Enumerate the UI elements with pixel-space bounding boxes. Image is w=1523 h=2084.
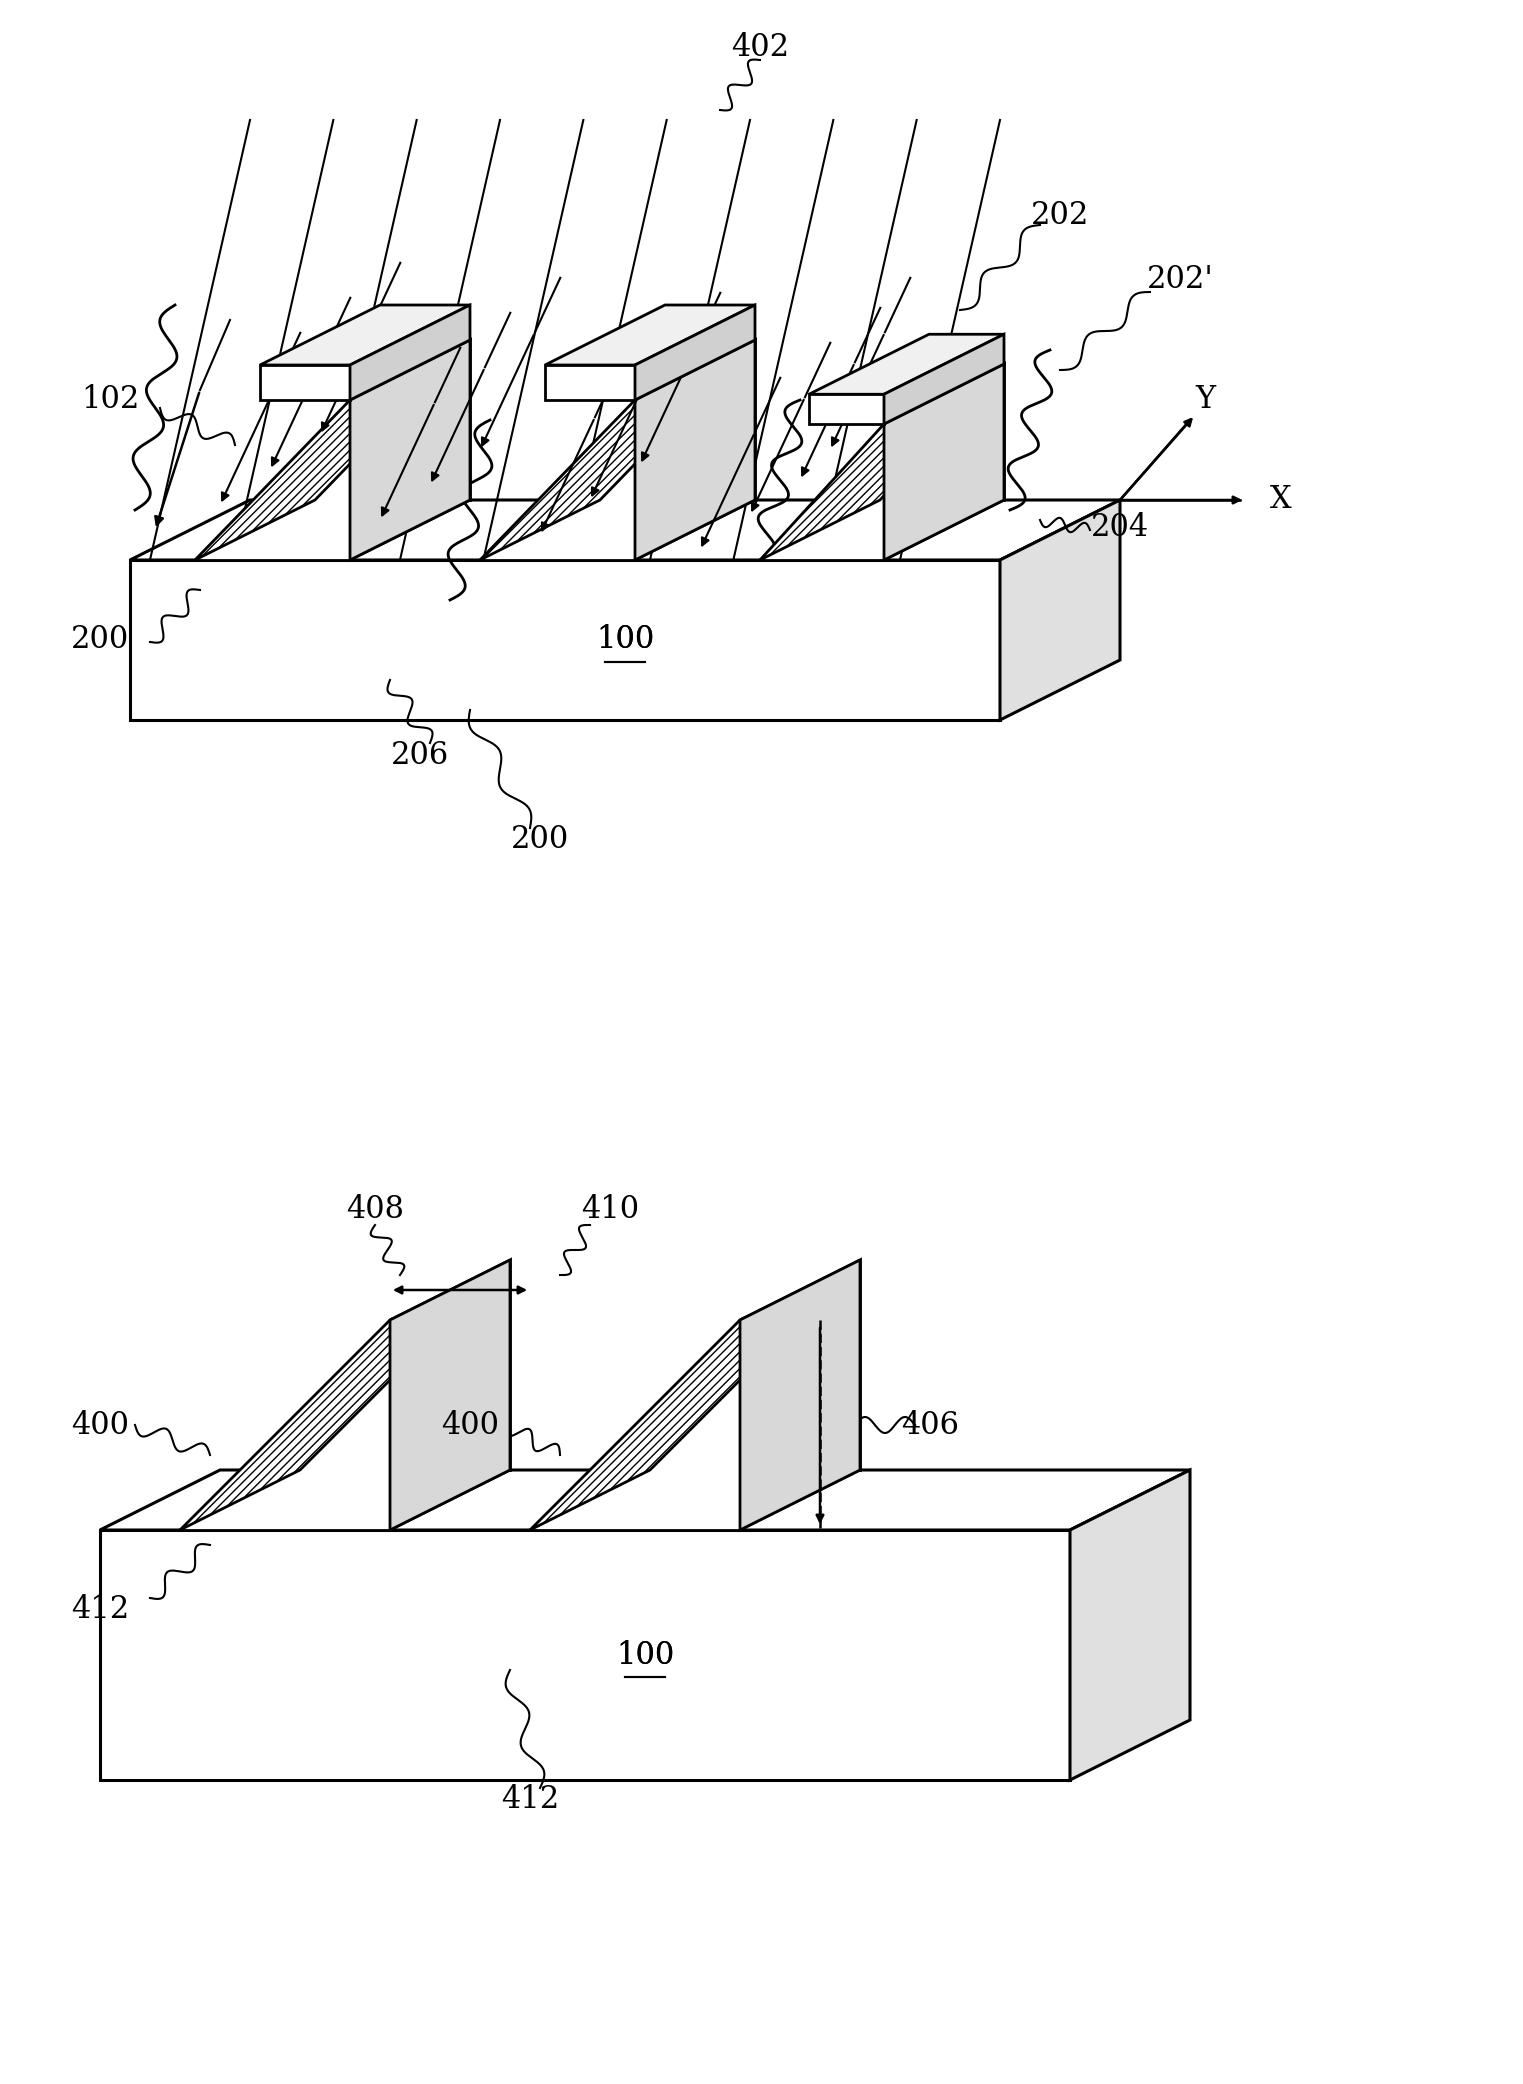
Polygon shape: [180, 1469, 510, 1530]
Text: 408: 408: [346, 1194, 404, 1225]
Text: 412: 412: [501, 1784, 559, 1815]
Polygon shape: [129, 561, 1001, 719]
Polygon shape: [315, 340, 471, 500]
Polygon shape: [545, 365, 635, 400]
Polygon shape: [740, 1261, 860, 1530]
Polygon shape: [883, 333, 1004, 423]
Polygon shape: [1001, 500, 1119, 719]
Polygon shape: [883, 365, 1004, 561]
Polygon shape: [350, 304, 471, 400]
Polygon shape: [260, 304, 471, 365]
Text: 202: 202: [1031, 200, 1089, 231]
Polygon shape: [530, 1261, 860, 1530]
Polygon shape: [101, 1530, 1071, 1780]
Polygon shape: [809, 394, 883, 423]
Polygon shape: [635, 340, 755, 561]
Text: 100: 100: [615, 1640, 675, 1671]
Polygon shape: [545, 304, 755, 365]
Polygon shape: [480, 500, 755, 561]
Polygon shape: [260, 365, 350, 400]
Polygon shape: [129, 500, 1119, 561]
Polygon shape: [809, 333, 1004, 394]
Text: 100: 100: [595, 625, 653, 656]
Polygon shape: [180, 1261, 510, 1530]
Polygon shape: [880, 365, 1004, 500]
Polygon shape: [390, 1261, 510, 1530]
Text: 200: 200: [510, 825, 570, 857]
Text: X: X: [1270, 483, 1292, 515]
Polygon shape: [480, 340, 755, 561]
Polygon shape: [600, 340, 755, 500]
Polygon shape: [180, 1319, 390, 1530]
Text: 406: 406: [902, 1409, 959, 1440]
Text: 200: 200: [72, 625, 129, 656]
Polygon shape: [530, 1319, 740, 1530]
Polygon shape: [101, 1469, 1189, 1530]
Text: 400: 400: [72, 1409, 129, 1440]
Polygon shape: [195, 500, 471, 561]
Polygon shape: [635, 304, 755, 400]
Text: 102: 102: [81, 386, 139, 415]
Text: 402: 402: [731, 33, 789, 63]
Polygon shape: [530, 1469, 860, 1530]
Polygon shape: [480, 400, 635, 561]
Text: 412: 412: [72, 1594, 129, 1626]
Polygon shape: [650, 1261, 860, 1469]
Polygon shape: [195, 400, 350, 561]
Polygon shape: [195, 340, 471, 561]
Text: 206: 206: [391, 740, 449, 771]
Polygon shape: [760, 500, 1004, 561]
Polygon shape: [300, 1261, 510, 1469]
Polygon shape: [760, 423, 883, 561]
Polygon shape: [1071, 1469, 1189, 1780]
Polygon shape: [350, 340, 471, 561]
Text: Y: Y: [1196, 386, 1215, 415]
Text: 100: 100: [595, 625, 653, 656]
Text: 100: 100: [615, 1640, 675, 1671]
Text: 204: 204: [1090, 513, 1148, 544]
Polygon shape: [760, 365, 1004, 561]
Text: 202': 202': [1147, 265, 1214, 296]
Text: 400: 400: [442, 1409, 500, 1440]
Text: 410: 410: [580, 1194, 640, 1225]
